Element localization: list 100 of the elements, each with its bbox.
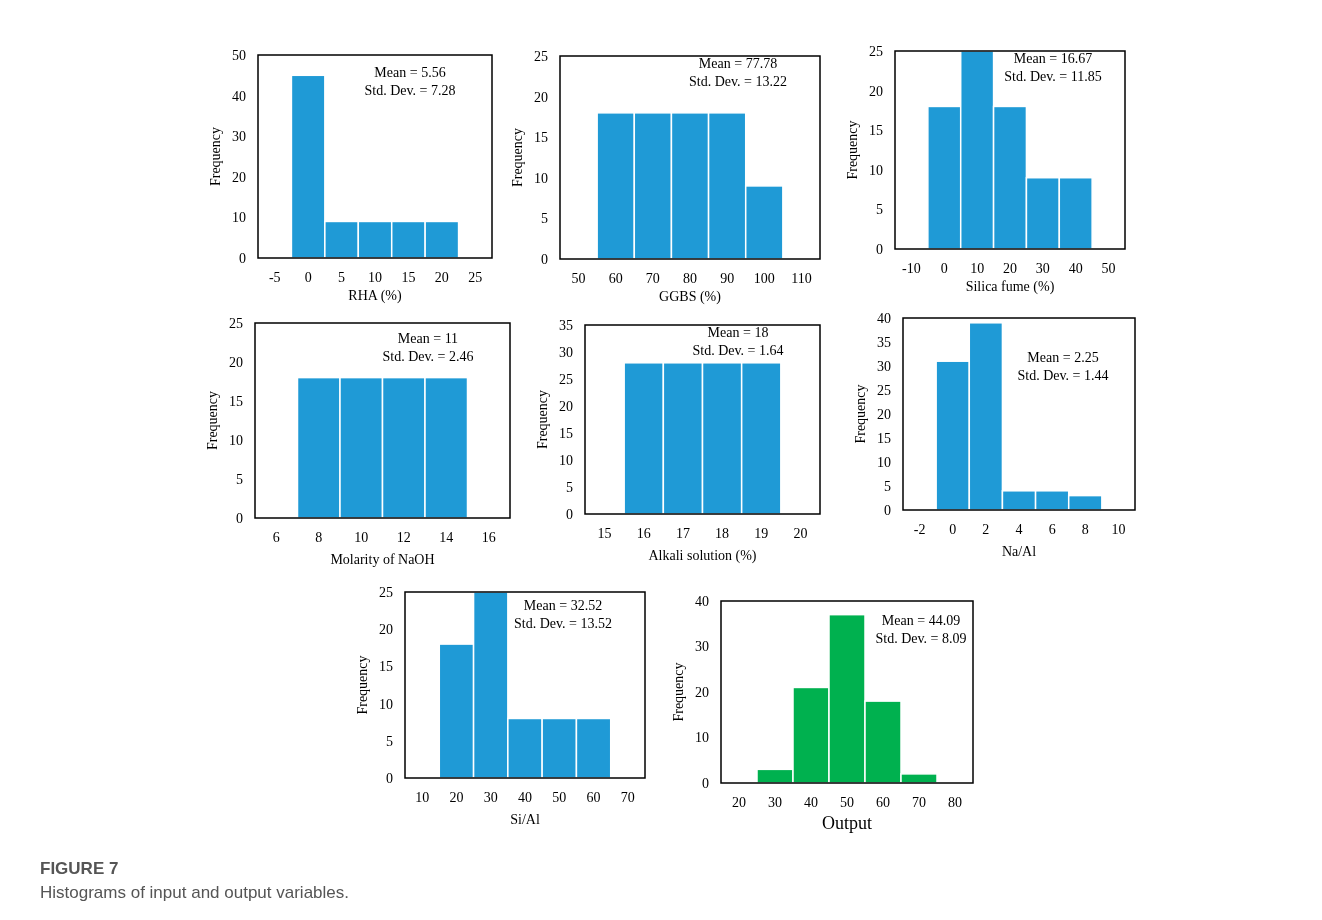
y-tick-label: 40 bbox=[877, 310, 891, 326]
y-tick-label: 20 bbox=[559, 398, 573, 414]
x-axis-title: Si/Al bbox=[510, 812, 540, 827]
x-tick-label: 70 bbox=[645, 271, 660, 286]
y-tick-label: 5 bbox=[386, 733, 393, 749]
y-tick-label: 15 bbox=[534, 130, 548, 146]
y-tick-label: 5 bbox=[884, 478, 891, 494]
x-tick-label: 20 bbox=[793, 526, 808, 541]
y-axis-title: Frequency bbox=[510, 127, 525, 188]
y-tick-label: 30 bbox=[877, 358, 891, 374]
x-tick-label: 20 bbox=[1003, 261, 1017, 276]
y-tick-label: 25 bbox=[877, 382, 891, 398]
y-tick-label: 10 bbox=[559, 452, 573, 468]
x-tick-label: -10 bbox=[902, 261, 921, 276]
annotation: Mean = 18 bbox=[707, 325, 769, 340]
y-tick-label: 35 bbox=[559, 317, 573, 333]
y-tick-label: 15 bbox=[379, 659, 393, 675]
annotation: Mean = 44.09 bbox=[881, 613, 961, 628]
annotation: Std. Dev. = 11.85 bbox=[1004, 69, 1102, 84]
x-tick-label: 8 bbox=[1081, 522, 1089, 537]
x-tick-label: -2 bbox=[913, 522, 926, 537]
x-tick-label: 19 bbox=[754, 526, 769, 541]
x-tick-label: 80 bbox=[683, 271, 697, 286]
x-axis-title: Silica fume (%) bbox=[965, 279, 1055, 295]
annotation: Mean = 32.52 bbox=[523, 598, 603, 613]
y-axis-title: Frequency bbox=[355, 655, 370, 715]
y-tick-label: 20 bbox=[229, 354, 243, 370]
x-axis-title: Molarity of NaOH bbox=[330, 552, 435, 567]
y-tick-label: 25 bbox=[534, 48, 548, 64]
y-tick-label: 0 bbox=[702, 775, 709, 791]
y-tick-label: 25 bbox=[379, 584, 393, 600]
y-tick-label: 0 bbox=[239, 250, 246, 266]
y-tick-label: 10 bbox=[869, 162, 883, 178]
x-tick-label: 18 bbox=[715, 526, 730, 541]
x-tick-label: 25 bbox=[468, 270, 483, 285]
y-tick-label: 25 bbox=[869, 43, 883, 59]
x-tick-label: 10 bbox=[970, 261, 985, 276]
x-tick-label: 60 bbox=[608, 271, 623, 286]
x-tick-label: 0 bbox=[304, 270, 312, 285]
y-tick-label: 5 bbox=[876, 202, 883, 218]
y-tick-label: 0 bbox=[876, 241, 883, 257]
x-tick-label: 30 bbox=[1035, 261, 1050, 276]
x-tick-label: 10 bbox=[1111, 522, 1126, 537]
x-tick-label: 17 bbox=[675, 526, 690, 541]
x-tick-label: 20 bbox=[434, 270, 449, 285]
y-tick-label: 25 bbox=[559, 371, 573, 387]
y-axis-title: Frequency bbox=[845, 120, 860, 180]
x-tick-label: 6 bbox=[272, 530, 280, 545]
y-tick-label: 15 bbox=[229, 393, 243, 409]
y-tick-label: 15 bbox=[869, 123, 883, 139]
annotation: Std. Dev. = 1.44 bbox=[1017, 368, 1109, 383]
y-axis-title: Frequency bbox=[205, 390, 220, 451]
annotation: Std. Dev. = 13.22 bbox=[689, 74, 787, 89]
y-tick-label: 20 bbox=[877, 406, 891, 422]
x-tick-label: 5 bbox=[338, 270, 346, 285]
x-tick-label: 0 bbox=[940, 261, 948, 276]
y-tick-label: 20 bbox=[695, 684, 709, 700]
y-axis-title: Frequency bbox=[671, 662, 686, 722]
x-tick-label: 6 bbox=[1048, 522, 1056, 537]
x-tick-label: 0 bbox=[949, 522, 957, 537]
y-tick-label: 0 bbox=[386, 770, 393, 786]
y-tick-label: 10 bbox=[229, 432, 243, 448]
x-tick-label: 30 bbox=[483, 790, 498, 805]
text: FIGURE 7 bbox=[40, 859, 119, 878]
y-tick-label: 30 bbox=[559, 344, 573, 360]
x-tick-label: 40 bbox=[804, 795, 818, 810]
y-tick-label: 15 bbox=[559, 425, 573, 441]
annotation: Std. Dev. = 2.46 bbox=[382, 349, 474, 364]
y-axis-title: Frequency bbox=[208, 126, 223, 187]
annotation: Std. Dev. = 8.09 bbox=[875, 631, 967, 646]
x-axis-title: RHA (%) bbox=[348, 288, 402, 304]
x-tick-label: 12 bbox=[396, 530, 411, 545]
x-axis-title: Alkali solution (%) bbox=[648, 548, 757, 564]
y-tick-label: 5 bbox=[236, 471, 243, 487]
x-tick-label: 2 bbox=[982, 522, 990, 537]
x-tick-label: 15 bbox=[401, 270, 416, 285]
y-axis-title: Frequency bbox=[853, 384, 868, 444]
y-tick-label: 0 bbox=[884, 502, 891, 518]
x-tick-label: 14 bbox=[439, 530, 454, 545]
y-tick-label: 20 bbox=[379, 622, 393, 638]
text: Histograms of input and output variables. bbox=[40, 883, 350, 902]
y-tick-label: 20 bbox=[232, 169, 246, 185]
x-tick-label: 90 bbox=[720, 271, 735, 286]
x-tick-label: 10 bbox=[415, 790, 430, 805]
y-tick-label: 30 bbox=[695, 639, 709, 655]
x-tick-label: 110 bbox=[791, 271, 812, 286]
annotation: Mean = 77.78 bbox=[698, 56, 778, 71]
y-tick-label: 25 bbox=[229, 315, 243, 331]
annotation: Std. Dev. = 1.64 bbox=[692, 343, 784, 358]
y-tick-label: 10 bbox=[534, 170, 548, 186]
y-tick-label: 10 bbox=[232, 210, 246, 226]
x-tick-label: 40 bbox=[518, 790, 532, 805]
annotation: Mean = 5.56 bbox=[374, 65, 446, 80]
y-tick-label: 30 bbox=[232, 129, 246, 145]
annotation: Std. Dev. = 7.28 bbox=[364, 83, 456, 98]
y-axis-title: Frequency bbox=[535, 389, 550, 450]
x-tick-label: 10 bbox=[368, 270, 382, 285]
x-tick-label: 100 bbox=[753, 271, 775, 286]
y-tick-label: 40 bbox=[232, 88, 246, 104]
y-tick-label: 10 bbox=[379, 696, 393, 712]
